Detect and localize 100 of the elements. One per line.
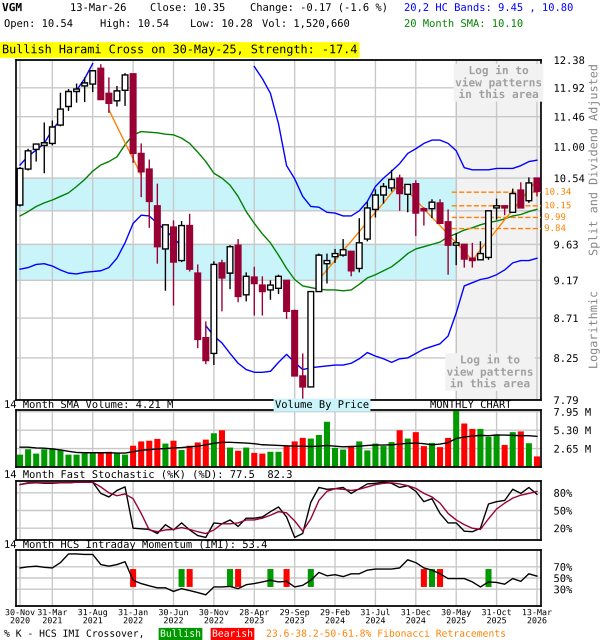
bar xyxy=(17,454,24,467)
candlestick xyxy=(533,177,540,198)
y-tick-label: 10.54 xyxy=(554,174,584,182)
candlestick xyxy=(525,176,532,204)
ref-line-label: 10.15 xyxy=(545,202,571,208)
bar xyxy=(74,454,80,467)
candlestick xyxy=(501,205,508,216)
ref-line-label: 9.99 xyxy=(544,213,566,220)
text: 13-Mar-26 xyxy=(71,3,126,12)
bar xyxy=(267,452,274,467)
text: Bullish xyxy=(160,629,200,637)
text: 20,2 HC Bands: 9.45 , 10.80 xyxy=(404,2,573,12)
bar xyxy=(388,442,395,467)
bar xyxy=(340,450,346,467)
bar xyxy=(227,448,234,467)
bar xyxy=(380,446,387,467)
bar xyxy=(146,440,152,467)
text: Logarithmic xyxy=(588,292,600,368)
y-tick-label: 20% xyxy=(554,524,572,532)
text: Vol: 1,520,660 xyxy=(262,18,350,28)
ref-line-label: 9.84 xyxy=(544,224,566,232)
candlestick xyxy=(517,182,524,209)
bar xyxy=(485,436,492,467)
y-tick-label: 70% xyxy=(554,563,572,571)
bar xyxy=(194,442,201,467)
bar xyxy=(461,424,468,467)
bar xyxy=(308,438,314,467)
bar xyxy=(33,454,40,467)
text: 20 Month SMA: 10.10 xyxy=(404,18,522,28)
y-tick-label: 11.46 xyxy=(554,112,584,121)
x-tick-label: 30-Nov 2020 xyxy=(6,608,35,624)
bar xyxy=(300,438,306,467)
bar xyxy=(25,449,32,467)
x-tick-label: 29-Sep 2023 xyxy=(280,608,310,624)
legend-title: % K - HCS IMI Crossover, xyxy=(4,629,142,638)
bar xyxy=(332,448,338,467)
y-tick-label: 50% xyxy=(554,506,572,515)
candlestick xyxy=(258,276,266,316)
line-series xyxy=(19,434,538,454)
bar xyxy=(41,449,48,467)
text: High: 10.54 xyxy=(100,18,168,30)
annotation: Volume By Price xyxy=(275,400,368,410)
bar xyxy=(518,431,524,467)
text: Open: 10.54 xyxy=(4,19,72,30)
line-series xyxy=(19,553,538,596)
bar xyxy=(284,446,290,467)
x-tick-label: 31-Oct 2025 xyxy=(482,608,511,624)
candlestick xyxy=(404,184,412,213)
bar xyxy=(235,450,242,467)
bar xyxy=(526,443,532,467)
annotation: Log in to view patterns in this area xyxy=(446,354,533,388)
x-tick-label: 31-Jul 2024 xyxy=(360,608,390,624)
bar xyxy=(364,450,370,467)
y-tick-label: 9.17 xyxy=(554,276,578,284)
y-tick-label: 80% xyxy=(554,489,572,497)
candlestick xyxy=(348,250,355,277)
bar xyxy=(243,448,250,467)
text: Change: -0.17 (-1.6 %) xyxy=(250,2,386,14)
text: 23.6-38.2-50-61.8% Fibonacci Retracements xyxy=(266,629,506,637)
line-series xyxy=(19,130,538,292)
x-tick-label: 28-Apr 2023 xyxy=(240,608,270,624)
candlestick xyxy=(218,259,226,312)
bar xyxy=(510,432,516,467)
bar xyxy=(324,422,330,467)
chart-title: 14 Month Fast Stochastic (%K) (%D): 77.5 82.3 xyxy=(5,470,292,480)
bar xyxy=(210,433,217,467)
bar xyxy=(420,446,427,467)
bar xyxy=(494,434,500,467)
bar xyxy=(259,454,266,467)
y-tick-label: 11.00 xyxy=(554,143,584,151)
y-tick-label: 2.65 M xyxy=(554,444,591,453)
chart-title: Bullish Harami Cross on 30-May-25, Strength: -17.4 xyxy=(2,44,357,56)
bar xyxy=(202,440,209,467)
y-tick-label: 7.79 xyxy=(554,396,578,404)
bar xyxy=(122,454,128,467)
candlestick xyxy=(509,188,516,213)
y-tick-label: 8.71 xyxy=(554,314,578,322)
x-tick-label: 29-Feb 2024 xyxy=(320,608,350,624)
candlestick xyxy=(250,266,258,316)
bar xyxy=(396,430,403,467)
text: Low: 10.28 xyxy=(191,19,252,28)
bar xyxy=(453,410,460,467)
candlestick xyxy=(452,232,460,266)
x-tick-label: 31-Mar 2021 xyxy=(38,608,68,624)
bar xyxy=(275,452,282,467)
bar xyxy=(356,441,362,467)
bar xyxy=(170,440,177,467)
x-tick-label: 13-Mar 2026 xyxy=(522,608,552,624)
candlestick xyxy=(242,272,250,302)
y-tick-label: 8.25 xyxy=(554,354,578,362)
bar xyxy=(65,454,72,467)
text: VGM xyxy=(2,2,22,12)
text: Bearish xyxy=(212,629,252,637)
x-tick-label: 31-Jan 2022 xyxy=(118,608,148,624)
bar xyxy=(154,438,160,467)
x-tick-label: 31-Dec 2024 xyxy=(401,608,430,624)
bar xyxy=(178,450,185,467)
y-tick-label: 9.63 xyxy=(554,240,578,249)
x-tick-label: 30-Nov 2022 xyxy=(199,608,229,624)
bar xyxy=(404,438,411,467)
